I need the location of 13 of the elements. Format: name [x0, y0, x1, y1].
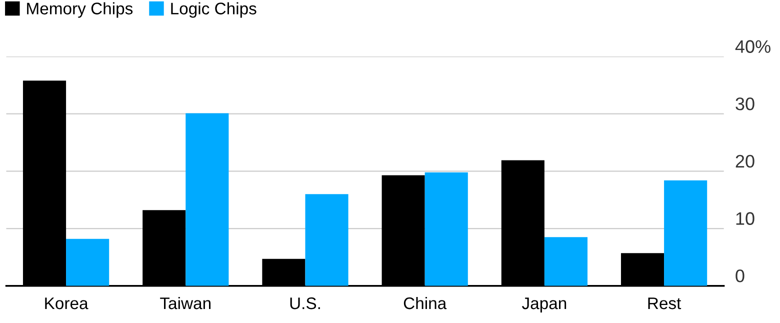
x-tick-label: U.S. [290, 297, 320, 310]
y-tick-label: 10 [736, 212, 754, 225]
legend-label: Memory Chips [27, 2, 133, 18]
x-tick-label: China [404, 296, 447, 310]
x-tick-label: Korea [45, 298, 88, 310]
y-tick-label: 20 [736, 154, 754, 168]
y-tick-label: 40% [735, 40, 770, 53]
x-tick-label: Rest [648, 298, 682, 310]
x-tick-label: Japan [522, 298, 566, 313]
y-tick-label: 0 [736, 270, 744, 282]
x-tick-label: Taiwan [160, 296, 210, 310]
y-tick-label: 30 [736, 98, 754, 110]
legend-label: Logic Chips [171, 2, 256, 18]
